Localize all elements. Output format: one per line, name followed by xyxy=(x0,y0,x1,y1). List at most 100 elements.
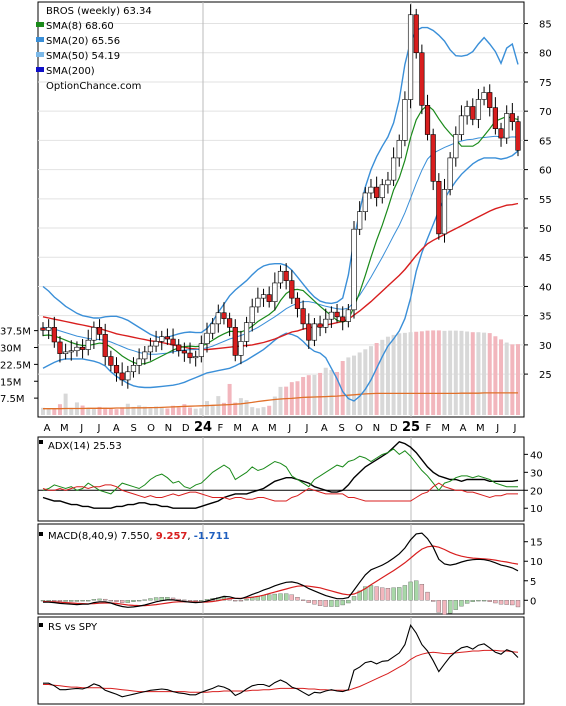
macd-histogram-bar xyxy=(464,600,470,604)
candle-up xyxy=(210,323,216,334)
candle-up xyxy=(74,346,80,352)
macd-histogram-bar xyxy=(346,600,351,604)
macd-histogram-bar xyxy=(63,600,68,602)
candle-down xyxy=(289,280,295,299)
volume-bars xyxy=(41,330,520,415)
adx-tick-label: 40 xyxy=(530,450,543,461)
candle-up xyxy=(323,318,329,328)
macd-tick-label: 0 xyxy=(530,596,536,607)
volume-bar xyxy=(431,330,436,415)
candle-down xyxy=(317,323,323,328)
macd-line xyxy=(43,532,519,608)
volume-bar xyxy=(148,408,153,415)
volume-tick-label: 15M xyxy=(0,377,21,388)
macd-histogram-bar xyxy=(278,593,283,601)
macd-title: MACD(8,40,9) 7.550, 9.257, -1.711 xyxy=(48,531,230,542)
candle-down xyxy=(424,105,431,135)
macd-histogram-bar xyxy=(272,593,277,601)
macd-histogram-bar xyxy=(136,600,142,602)
candle-down xyxy=(266,294,272,302)
legend-label-sma200: SMA(200) xyxy=(46,66,95,77)
macd-histogram-bar xyxy=(244,598,249,601)
adx-title: ADX(14) 25.53 xyxy=(48,441,122,452)
volume-bar xyxy=(335,372,340,415)
x-axis-label: M xyxy=(60,423,69,434)
candle-up xyxy=(447,157,453,190)
candle-up xyxy=(504,113,510,139)
volume-bar xyxy=(154,406,159,415)
rs-panel-frame xyxy=(37,616,525,705)
macd-histogram-bar xyxy=(204,599,210,601)
x-axis-label: A xyxy=(460,423,467,434)
volume-bar xyxy=(46,409,51,415)
candle-up xyxy=(475,99,482,120)
volume-bar xyxy=(114,409,119,415)
x-axis-label: A xyxy=(252,423,259,434)
volume-bar xyxy=(238,398,243,415)
candle-up xyxy=(385,179,391,186)
candle-up xyxy=(407,14,414,100)
x-axis-label: D xyxy=(182,423,190,434)
signal-value: , xyxy=(187,531,190,542)
volume-bar xyxy=(312,374,317,415)
candle-down xyxy=(334,311,340,318)
volume-bar xyxy=(510,344,515,415)
candle-down xyxy=(108,356,114,366)
volume-bar xyxy=(103,407,108,415)
volume-tick-label: 22.5M xyxy=(0,360,31,371)
candle-up xyxy=(277,270,284,284)
adx-line xyxy=(42,441,519,509)
macd-histogram-bar xyxy=(199,600,204,602)
macd-tick-label: 5 xyxy=(530,577,536,588)
candle-up xyxy=(249,306,255,323)
price-tick-label: 80 xyxy=(539,49,552,60)
candle-up xyxy=(453,134,459,159)
candle-down xyxy=(51,327,57,343)
candle-down xyxy=(300,308,306,325)
x-axis-labels: A M J J A S O N D 24 F M A M J J A S O N D 25 F M A M J J xyxy=(44,420,517,435)
candle-down xyxy=(113,365,120,374)
macd-histogram-bar xyxy=(487,600,492,602)
volume-bar xyxy=(137,405,142,415)
x-axis-label: M xyxy=(476,423,485,434)
volume-bar xyxy=(41,407,45,415)
macd-histogram-bar xyxy=(284,593,289,601)
candle-up xyxy=(46,327,52,331)
volume-bar xyxy=(142,406,147,415)
volume-bar xyxy=(448,330,453,415)
macd-histogram-bar xyxy=(312,600,317,605)
legend-swatch-sma20 xyxy=(36,37,44,42)
rs-average-line xyxy=(43,649,519,693)
macd-histogram-bar xyxy=(402,585,408,601)
macd-histogram-bar xyxy=(142,599,147,601)
macd-histogram-bar xyxy=(131,600,136,602)
candle-down xyxy=(57,341,63,354)
volume-bar xyxy=(182,404,187,415)
volume-bar xyxy=(374,343,379,415)
volume-bar xyxy=(363,349,368,415)
volume-bar xyxy=(97,406,102,415)
macd-histogram-bar xyxy=(340,600,345,606)
macd-histogram-bar xyxy=(476,600,481,602)
volume-bar xyxy=(414,331,419,415)
volume-bar xyxy=(318,372,323,415)
macd-histogram-bar xyxy=(238,600,244,602)
volume-bar xyxy=(340,361,345,415)
volume-bar xyxy=(131,406,136,415)
macd-histogram-bar xyxy=(351,596,357,601)
volume-bar xyxy=(397,333,402,415)
macd-histogram-bar xyxy=(69,600,74,602)
x-axis-label: M xyxy=(268,423,277,434)
candle-up xyxy=(362,192,368,212)
candle-down xyxy=(119,372,125,381)
price-axis: 25 30 35 40 45 50 55 60 65 70 75 80 85 xyxy=(524,20,552,381)
volume-tick-label: 7.5M xyxy=(0,394,25,405)
candle-up xyxy=(204,332,210,345)
candle-up xyxy=(125,371,131,381)
plus-di-line xyxy=(42,448,518,495)
candle-up xyxy=(238,341,244,356)
volume-bar xyxy=(301,376,306,415)
macd-histogram-bar xyxy=(233,600,238,602)
adx-grid: 10 20 30 40 xyxy=(38,437,543,521)
macd-tick-label: 15 xyxy=(530,538,543,549)
